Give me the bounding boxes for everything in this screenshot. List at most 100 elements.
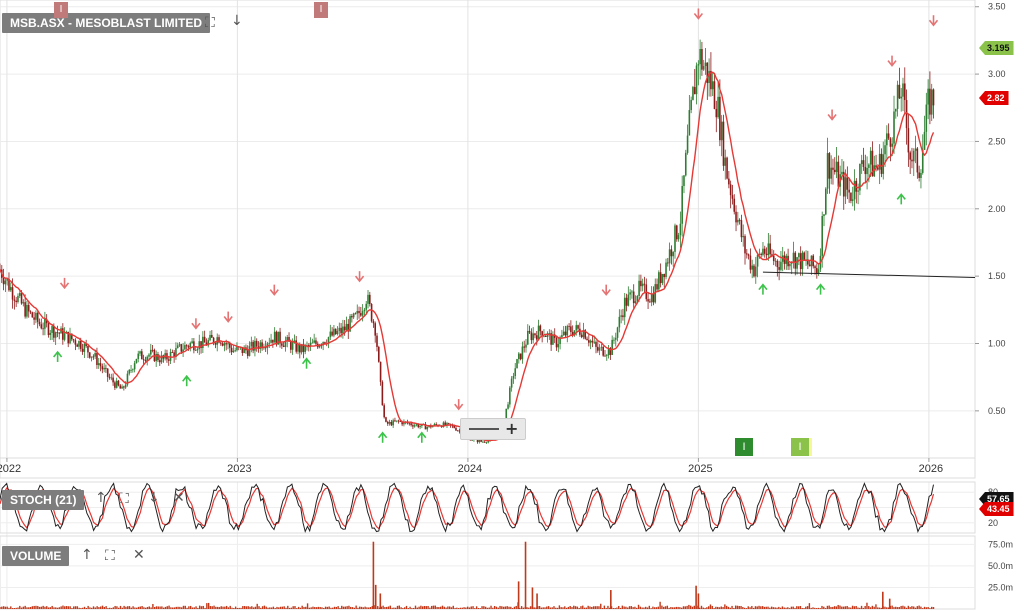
candle-body <box>424 424 427 430</box>
volume-tick-label: 50.0m <box>988 561 1013 571</box>
volume-bar <box>150 607 152 609</box>
candle-body <box>877 167 879 170</box>
volume-bar <box>837 604 839 609</box>
arrow-head <box>354 275 365 283</box>
volume-bar <box>144 607 147 609</box>
candle-body <box>552 334 554 345</box>
candle-body <box>205 342 208 346</box>
candle-body <box>225 343 227 345</box>
candle-body <box>841 171 843 175</box>
plus-icon[interactable]: + <box>505 419 519 438</box>
volume-bar <box>873 606 875 609</box>
volume-bar <box>423 605 426 609</box>
candle-body <box>248 346 251 356</box>
volume-bar <box>366 607 368 609</box>
volume-bar <box>161 606 163 609</box>
candle-body <box>284 341 287 347</box>
minus-icon[interactable] <box>469 428 499 430</box>
volume-bar <box>369 607 372 609</box>
candle-body <box>476 438 479 443</box>
candle-body <box>279 331 281 344</box>
candle-body <box>288 336 290 342</box>
fullscreen-icon[interactable]: ⛶ <box>119 491 129 507</box>
volume-bar <box>479 608 481 609</box>
arrow-up-icon[interactable]: ↑ <box>81 547 93 563</box>
volume-bar <box>85 607 88 609</box>
pan-control[interactable]: + <box>460 418 526 440</box>
volume-bar <box>646 607 649 609</box>
candle-body <box>851 199 854 201</box>
candle-body <box>638 280 640 297</box>
fullscreen-icon[interactable]: ⛶ <box>205 15 215 31</box>
candle-body <box>900 96 902 99</box>
stoch-d-line <box>0 487 935 530</box>
volume-bar <box>188 606 190 609</box>
volume-bar <box>53 607 55 609</box>
arrow-up-icon[interactable]: ↑ <box>95 490 107 506</box>
arrow-head <box>182 374 192 382</box>
volume-bar <box>305 606 307 609</box>
volume-bar <box>601 608 604 609</box>
candle-body <box>866 167 868 175</box>
volume-bar <box>227 607 230 609</box>
volume-bar <box>664 606 667 609</box>
volume-bar <box>213 605 215 609</box>
volume-spike <box>695 585 697 609</box>
support-line[interactable] <box>762 271 976 278</box>
event-marker[interactable]: I <box>54 2 68 18</box>
close-icon[interactable]: ✕ <box>173 490 185 506</box>
volume-bar <box>603 605 606 609</box>
candle-body <box>117 380 120 386</box>
candle-body <box>756 254 759 267</box>
buy-flag[interactable]: I <box>735 438 753 456</box>
stoch-tick-label: 20 <box>988 518 998 528</box>
candle-body <box>643 283 646 285</box>
candle-body <box>880 153 883 174</box>
volume-bar <box>37 606 39 609</box>
volume-bar <box>913 606 915 609</box>
volume-bar <box>101 605 104 609</box>
sell-arrow-icon <box>59 277 70 290</box>
volume-bar <box>371 606 374 609</box>
volume-bar <box>180 607 183 609</box>
volume-tick-label: 25.0m <box>988 582 1013 592</box>
volume-bar <box>670 607 672 609</box>
volume-bar <box>598 606 600 609</box>
volume-bar <box>510 606 512 609</box>
candle-body <box>83 343 86 352</box>
volume-bar <box>207 602 210 609</box>
fullscreen-icon[interactable]: ⛶ <box>105 548 115 564</box>
candle-body <box>710 70 712 90</box>
volume-bar <box>252 607 255 609</box>
volume-bar <box>411 608 413 609</box>
volume-bar <box>184 605 186 609</box>
candle-body <box>282 345 285 347</box>
volume-bar <box>31 606 34 609</box>
candle-body <box>909 152 911 160</box>
arrow-down-icon[interactable]: ↓ <box>148 490 160 506</box>
volume-bar <box>323 607 325 609</box>
buy-arrow-icon <box>182 374 192 387</box>
event-marker[interactable]: I <box>314 2 328 18</box>
candle-body <box>35 312 37 320</box>
candle-body <box>860 160 863 165</box>
candle-body <box>577 325 579 329</box>
volume-bar <box>146 606 149 609</box>
candle-body <box>663 273 666 278</box>
candle-body <box>798 253 800 258</box>
volume-bar <box>182 605 185 609</box>
volume-bar <box>652 606 654 609</box>
volume-bar <box>159 606 161 609</box>
volume-bar <box>427 605 429 609</box>
arrow-down-icon[interactable]: ↓ <box>231 13 243 29</box>
candle-body <box>735 211 737 223</box>
volume-bar <box>218 607 221 609</box>
buy-flag[interactable]: I <box>791 438 812 456</box>
volume-bar <box>853 606 856 609</box>
volume-bar <box>609 607 611 609</box>
volume-bar <box>810 607 812 609</box>
candle-body <box>36 312 39 322</box>
close-icon[interactable]: ✕ <box>133 547 145 563</box>
sell-arrow-icon <box>693 8 704 20</box>
